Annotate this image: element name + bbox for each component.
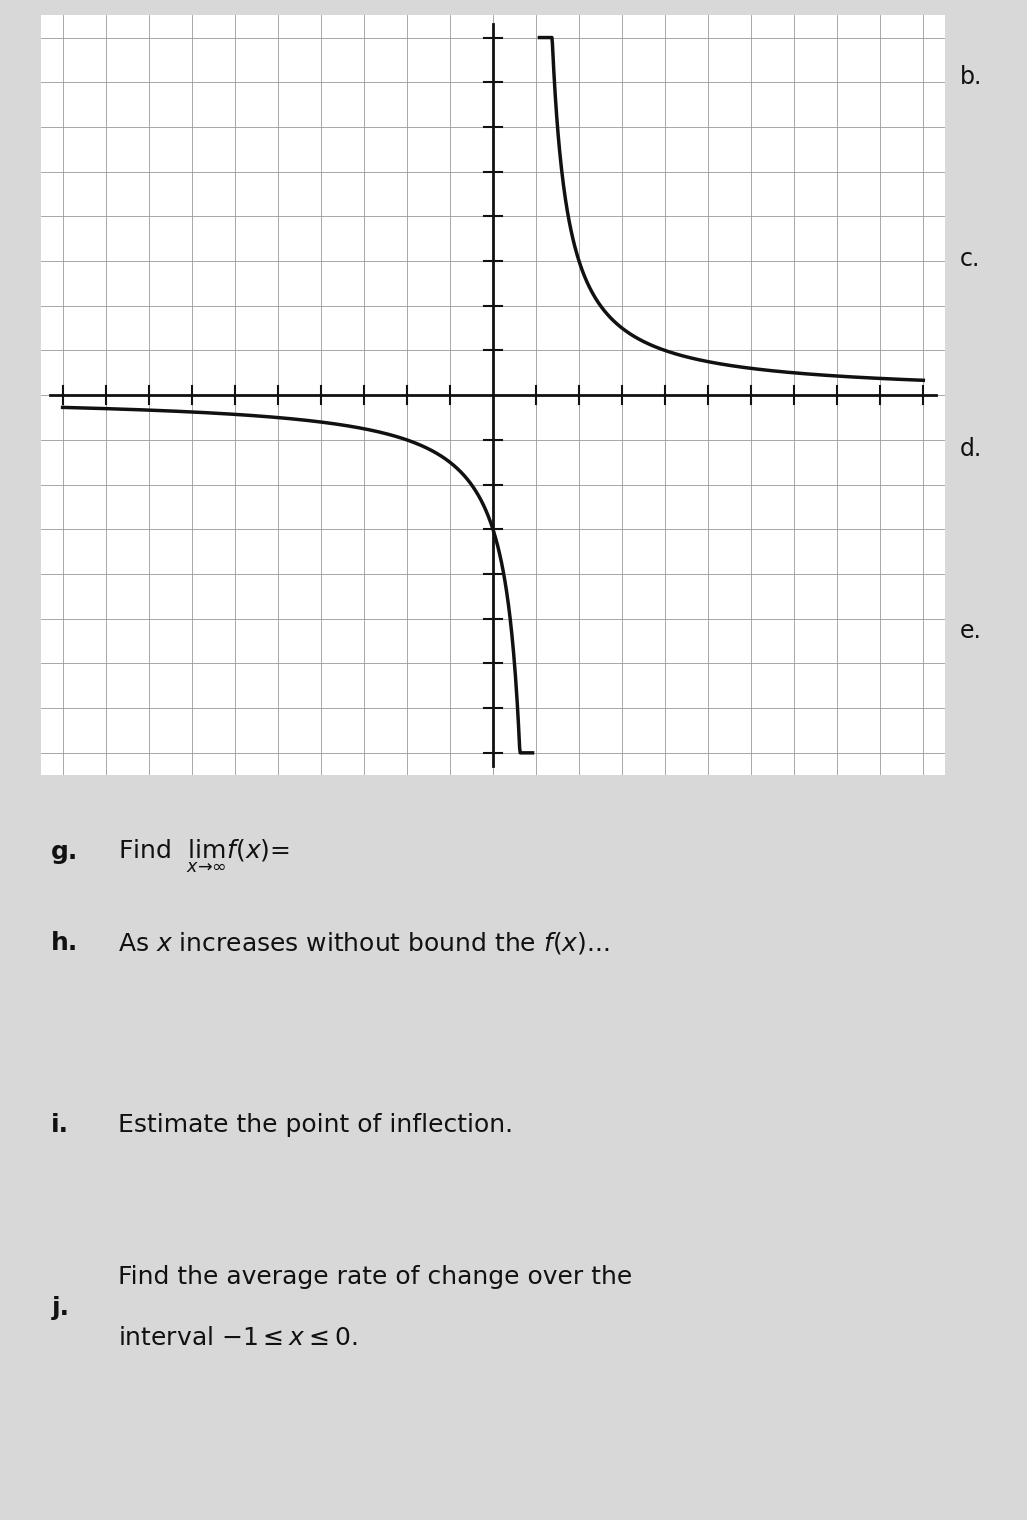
Text: b.: b. xyxy=(960,65,983,88)
Text: Find the average rate of change over the: Find the average rate of change over the xyxy=(118,1265,633,1289)
Text: h.: h. xyxy=(51,930,79,955)
Text: Estimate the point of inflection.: Estimate the point of inflection. xyxy=(118,1113,514,1137)
Text: interval $-1 \leq x \leq 0$.: interval $-1 \leq x \leq 0$. xyxy=(118,1325,357,1350)
Text: Find  $\lim_{x\to\infty} f(x) =$: Find $\lim_{x\to\infty} f(x) =$ xyxy=(118,838,290,876)
Text: g.: g. xyxy=(51,839,79,863)
Text: j.: j. xyxy=(51,1295,70,1319)
Text: c.: c. xyxy=(960,246,981,271)
Text: i.: i. xyxy=(51,1113,70,1137)
Text: d.: d. xyxy=(960,438,983,461)
Text: e.: e. xyxy=(960,620,982,643)
Text: As $x$ increases without bound the $f(x)$...: As $x$ increases without bound the $f(x)… xyxy=(118,930,610,956)
